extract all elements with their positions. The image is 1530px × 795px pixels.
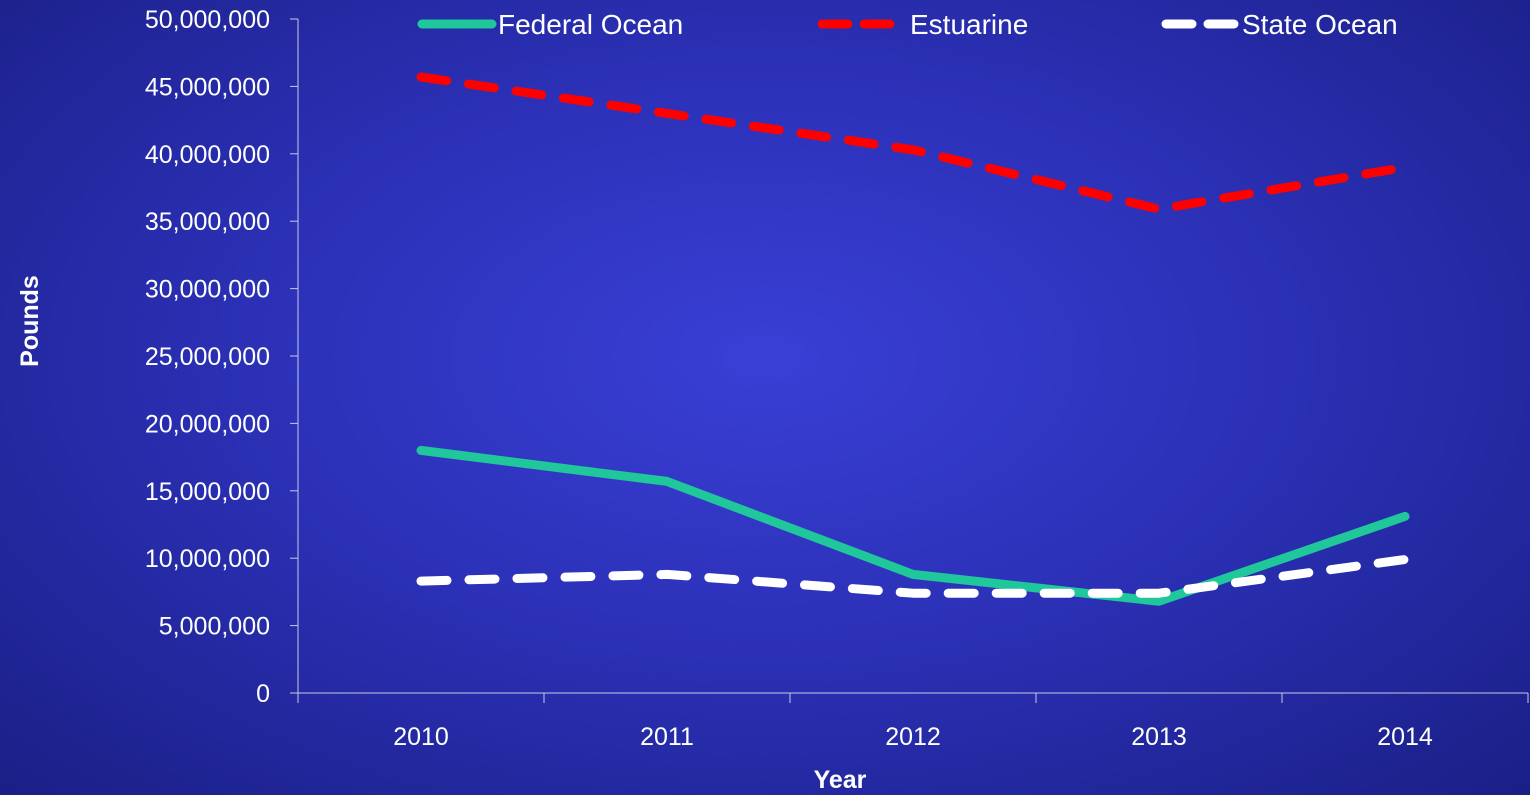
y-tick-label: 50,000,000 — [145, 6, 270, 34]
legend-label: Estuarine — [910, 9, 1028, 40]
y-axis-ticks: 0 5,000,000 10,000,000 15,000,000 20,000,000… — [145, 6, 298, 708]
legend-label: Federal Ocean — [498, 9, 683, 40]
y-tick-label: 25,000,000 — [145, 343, 270, 371]
y-tick-label: 30,000,000 — [145, 276, 270, 304]
y-tick-label: 15,000,000 — [145, 478, 270, 506]
series-lines — [416, 72, 1410, 606]
y-tick-label: 5,000,000 — [159, 613, 270, 641]
legend-label: State Ocean — [1242, 9, 1398, 40]
x-tick-label: 2010 — [393, 723, 449, 751]
x-tick-label: 2013 — [1131, 723, 1187, 751]
legend: Federal Ocean Estuarine State Ocean — [417, 9, 1398, 40]
y-tick-label: 20,000,000 — [145, 410, 270, 438]
x-axis-title: Year — [814, 766, 867, 794]
x-tick-label: 2014 — [1377, 723, 1433, 751]
y-tick-label: 40,000,000 — [145, 141, 270, 169]
y-tick-label: 0 — [256, 680, 270, 708]
x-tick-label: 2012 — [885, 723, 941, 751]
y-tick-label: 45,000,000 — [145, 73, 270, 101]
x-axis-ticks: 2010 2011 2012 2013 2014 — [297, 693, 1529, 751]
y-axis-title: Pounds — [16, 275, 44, 367]
y-tick-label: 10,000,000 — [145, 545, 270, 573]
x-tick-label: 2011 — [640, 723, 694, 751]
y-tick-label: 35,000,000 — [145, 208, 270, 236]
series-line-estuarine — [416, 72, 1410, 214]
